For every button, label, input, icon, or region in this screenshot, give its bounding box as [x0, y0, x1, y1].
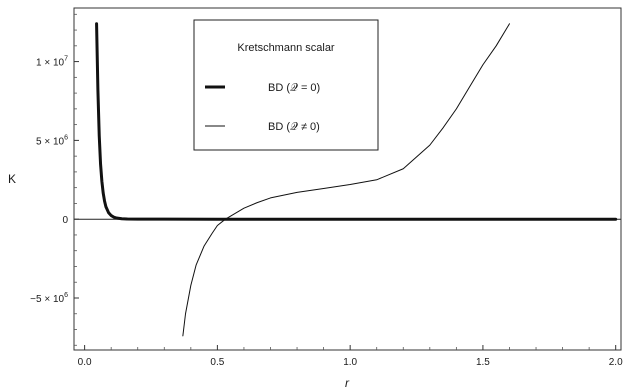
x-tick-label: 1.5 — [476, 357, 490, 368]
y-tick-label: 5 × 106 — [36, 134, 68, 147]
x-tick-label: 2.0 — [609, 357, 623, 368]
x-tick-label: 0.0 — [78, 357, 92, 368]
y-tick-label: −5 × 106 — [30, 292, 68, 305]
plot-frame — [73, 7, 622, 351]
y-axis-label: K — [8, 172, 16, 186]
legend: Kretschmann scalar BD (𝒬 = 0) BD (𝒬 ≠ 0) — [193, 19, 379, 151]
x-tick-label: 0.5 — [210, 357, 224, 368]
legend-title: Kretschmann scalar — [237, 42, 335, 54]
y-tick-label: 0 — [62, 215, 68, 226]
y-tick-label: 1 × 107 — [36, 56, 68, 69]
legend-box — [193, 19, 379, 151]
x-axis-ticks: 0.0 0.5 1.0 1.5 2.0 — [78, 345, 623, 368]
series-layer — [95, 22, 618, 337]
x-tick-label: 1.0 — [343, 357, 357, 368]
x-axis-label: r — [345, 376, 350, 390]
legend-entry-label-0: BD (𝒬 = 0) — [268, 82, 320, 94]
series-line-1 — [182, 23, 510, 337]
series-line-0 — [95, 22, 618, 221]
y-axis-ticks: 1 × 107 5 × 106 0 −5 × 106 — [30, 13, 79, 346]
legend-entry-label-1: BD (𝒬 ≠ 0) — [268, 121, 320, 133]
